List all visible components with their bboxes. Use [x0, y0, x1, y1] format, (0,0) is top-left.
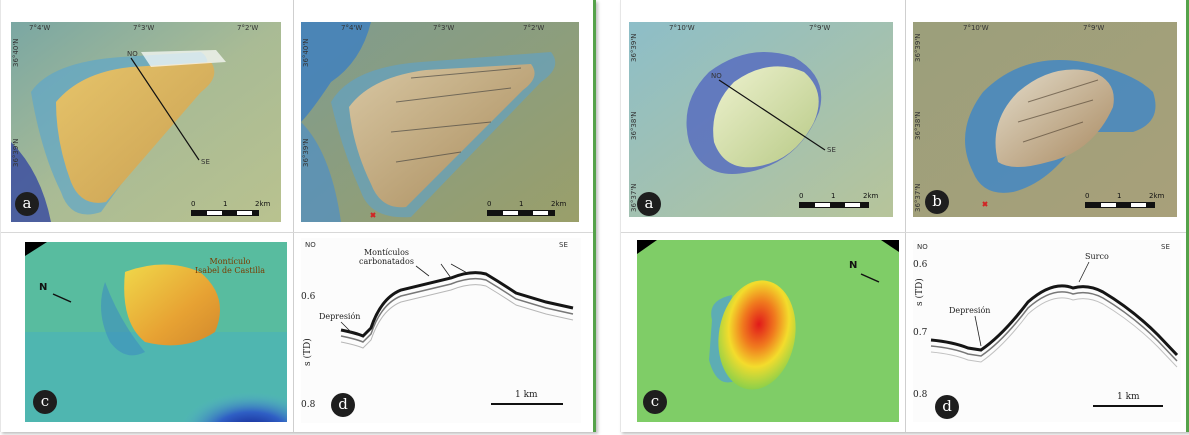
bathymetry-map	[11, 22, 281, 222]
scale-tick-2: 2km	[1149, 192, 1165, 200]
depression-label: Depresión	[319, 312, 361, 321]
tick-lat-1: 36°40'N	[302, 38, 310, 67]
y-tick-2: 0.7	[913, 328, 928, 338]
panel-c-3d-view: N Montículo Isabel de Castilla c	[25, 242, 287, 422]
tick-lon-2: 7°3'W	[133, 24, 155, 32]
scale-tick-2: 2km	[863, 192, 879, 200]
divider-vertical	[905, 0, 906, 432]
profile-corner-right: SE	[559, 241, 568, 249]
y-tick-1: 0.6	[913, 260, 928, 270]
tick-lon-1: 7°10'W	[963, 24, 989, 32]
scale-tick-2: 2km	[551, 200, 567, 208]
tick-lon-1: 7°4'W	[341, 24, 363, 32]
north-arrow-icon	[52, 293, 72, 303]
3d-bathymetry	[25, 242, 287, 422]
panel-d-seismic-profile: NO SE Montículos carbonatados Depresión …	[301, 238, 581, 423]
scale-tick-1: 1	[223, 200, 228, 208]
y-tick-1: 0.6	[301, 292, 316, 302]
scale-tick-0: 0	[1085, 192, 1090, 200]
scale-tick-2: 2km	[255, 200, 271, 208]
north-arrow-icon	[860, 273, 880, 283]
profile-label-end: SE	[827, 146, 836, 154]
panel-label-d: d	[331, 393, 355, 417]
profile-label-end: SE	[201, 158, 210, 166]
scale-bar: 0 1 2km	[1085, 192, 1177, 214]
profile-corner-left: NO	[305, 241, 316, 249]
panel-a-bathymetry: 7°10'W 7°9'W 36°39'N 36°38'N 36°37'N NO …	[629, 22, 893, 217]
figure-left: 7°4'W 7°3'W 7°2'W 36°40'N 36°39'N NO SE …	[0, 0, 596, 432]
tick-lat-1: 36°39'N	[630, 33, 638, 62]
groove-label: Surco	[1085, 252, 1109, 261]
panel-b-backscatter: 7°10'W 7°9'W 36°39'N 36°38'N 36°37'N 0 1…	[913, 22, 1177, 217]
scale-label: 1 km	[1117, 392, 1140, 402]
tick-lon-1: 7°4'W	[29, 24, 51, 32]
divider-horizontal	[621, 232, 1186, 233]
tick-lat-1: 36°39'N	[914, 33, 922, 62]
backscatter-map	[913, 22, 1177, 217]
3d-bathymetry	[637, 240, 899, 422]
panel-label-b: b	[925, 190, 949, 214]
scale-tick-1: 1	[1117, 192, 1122, 200]
tick-lon-2: 7°3'W	[433, 24, 455, 32]
panel-c-3d-view: N c	[637, 240, 899, 422]
scale-bar: 0 1 2km	[191, 200, 281, 222]
panel-label-c: c	[33, 390, 57, 414]
divider-vertical	[293, 0, 294, 432]
tick-lon-1: 7°10'W	[669, 24, 695, 32]
panel-label-d: d	[935, 395, 959, 419]
profile-corner-left: NO	[917, 243, 928, 251]
tick-lat-3: 36°37'N	[914, 183, 922, 212]
tick-lat-2: 36°38'N	[914, 111, 922, 140]
tick-lat-1: 36°40'N	[12, 38, 20, 67]
profile-label-start: NO	[711, 72, 722, 80]
scale-bar: 0 1 2km	[799, 192, 891, 214]
scale-bar: 0 1 2km	[487, 200, 577, 222]
scale-tick-0: 0	[191, 200, 196, 208]
north-arrow-label: N	[849, 260, 858, 271]
tick-lon-3: 7°2'W	[523, 24, 545, 32]
panel-label-a: a	[15, 192, 39, 216]
seismic-profile	[301, 238, 581, 423]
seismic-profile	[913, 240, 1181, 422]
profile-corner-right: SE	[1161, 243, 1170, 251]
scale-tick-1: 1	[519, 200, 524, 208]
panel-b-backscatter: 7°4'W 7°3'W 7°2'W 36°40'N 36°39'N 0 1 2k…	[301, 22, 579, 222]
y-tick-3: 0.8	[913, 390, 928, 400]
figure-right: 7°10'W 7°9'W 36°39'N 36°38'N 36°37'N NO …	[620, 0, 1189, 432]
profile-label-start: NO	[127, 50, 138, 58]
panel-d-seismic-profile: NO SE Surco Depresión 0.6 0.7 0.8 s (TD)…	[913, 240, 1181, 422]
tick-lat-2: 36°39'N	[302, 138, 310, 167]
carbonate-mounds-label: Montículos carbonatados	[359, 248, 414, 266]
tick-lon-2: 7°9'W	[1083, 24, 1105, 32]
y-axis-label: s (TD)	[303, 338, 313, 366]
tick-lat-2: 36°39'N	[12, 138, 20, 167]
backscatter-map	[301, 22, 579, 222]
scale-tick-0: 0	[487, 200, 492, 208]
scale-tick-1: 1	[831, 192, 836, 200]
panel-label-a: a	[637, 192, 661, 216]
y-tick-2: 0.8	[301, 400, 316, 410]
panel-label-c: c	[643, 390, 667, 414]
y-axis-label: s (TD)	[915, 278, 925, 306]
north-arrow-label: N	[39, 282, 48, 293]
bathymetry-map	[629, 22, 893, 217]
scale-label: 1 km	[515, 390, 538, 400]
tick-lon-3: 7°2'W	[237, 24, 259, 32]
depression-label: Depresión	[949, 306, 991, 315]
tick-lon-2: 7°9'W	[809, 24, 831, 32]
mound-annotation: Montículo Isabel de Castilla	[195, 257, 266, 275]
divider-horizontal	[1, 232, 593, 233]
scale-tick-0: 0	[799, 192, 804, 200]
panel-a-bathymetry: 7°4'W 7°3'W 7°2'W 36°40'N 36°39'N NO SE …	[11, 22, 281, 222]
tick-lat-2: 36°38'N	[630, 111, 638, 140]
